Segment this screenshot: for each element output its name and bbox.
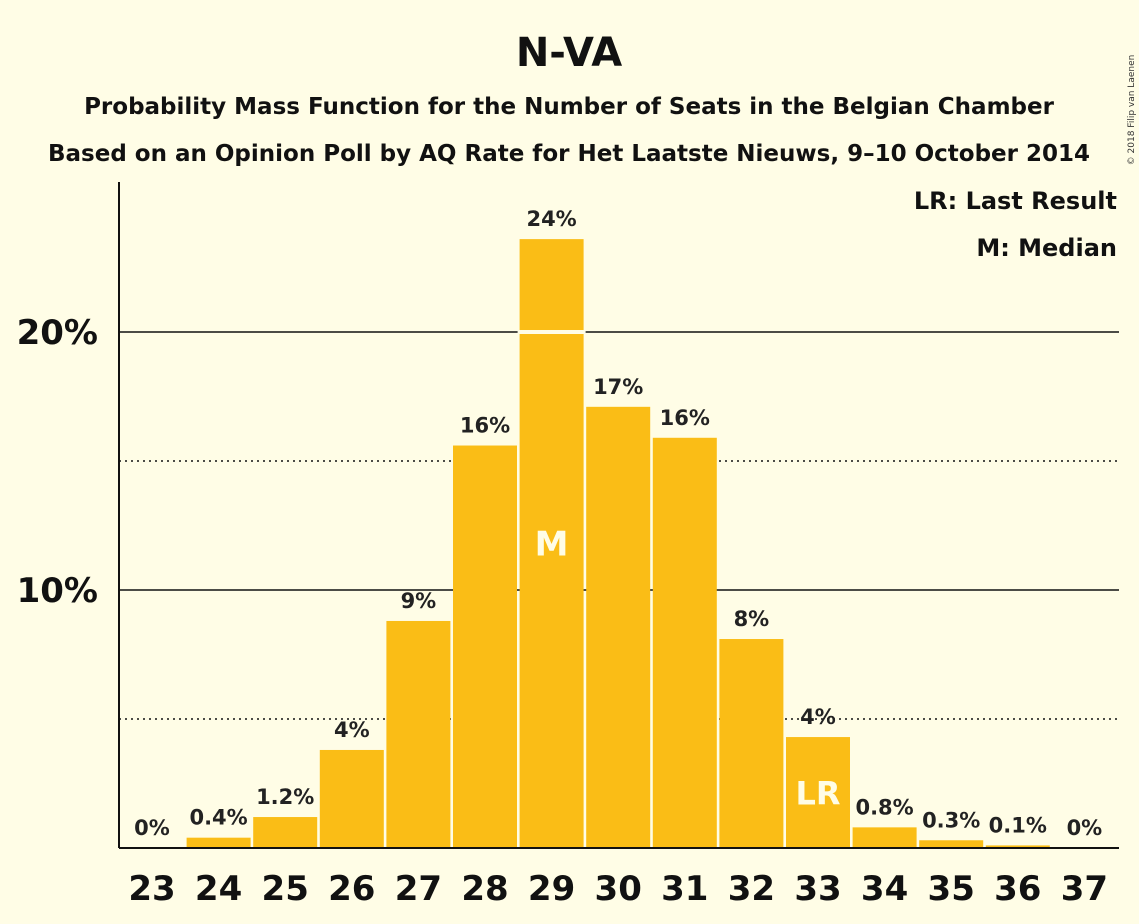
x-tick-label: 31 <box>661 869 708 909</box>
copyright-notice: © 2018 Filip van Laenen <box>1127 55 1137 166</box>
data-label: 16% <box>660 406 710 430</box>
x-tick-label: 32 <box>728 869 775 909</box>
data-label: 16% <box>460 414 510 438</box>
bar <box>852 827 917 848</box>
x-tick-label: 27 <box>395 869 442 909</box>
label-mask <box>517 330 586 334</box>
bar <box>186 837 251 848</box>
bar <box>919 840 984 848</box>
x-tick-label: 23 <box>128 869 175 909</box>
data-label: 0.1% <box>989 813 1047 837</box>
bars <box>186 239 1050 848</box>
bar <box>786 737 850 848</box>
x-tick-label: 33 <box>794 869 841 909</box>
data-label: 4% <box>334 718 370 742</box>
x-tick-label: 37 <box>1061 869 1108 909</box>
x-tick-label: 36 <box>994 869 1041 909</box>
chart-subtitle: Probability Mass Function for the Number… <box>84 94 1055 120</box>
legend-last-result: LR: Last Result <box>914 187 1117 215</box>
bar <box>253 817 318 848</box>
chart-subtitle-2: Based on an Opinion Poll by AQ Rate for … <box>48 141 1090 167</box>
data-label: 0% <box>134 816 170 840</box>
bar <box>719 639 784 848</box>
bar <box>386 620 451 848</box>
legend-median: M: Median <box>976 234 1117 262</box>
data-label: 8% <box>734 607 770 631</box>
data-label: 0.3% <box>922 808 980 832</box>
median-marker: M <box>535 525 569 565</box>
x-tick-label: 26 <box>328 869 375 909</box>
x-tick-label: 28 <box>461 869 508 909</box>
bar <box>453 445 517 848</box>
bar <box>985 845 1050 848</box>
data-labels: 0% 0.4% 1.2% 4% 9% 16% 24% M 17% 16% 8% 4% LR 0.8% 0.3… <box>134 207 1102 840</box>
x-tick-label: 29 <box>528 869 575 909</box>
data-label: 1.2% <box>256 785 314 809</box>
last-result-marker: LR <box>795 775 840 813</box>
axes: 10% 20% 23 24 25 26 27 28 29 30 31 32 33 34 35 36 37 <box>17 182 1119 909</box>
x-tick-label: 35 <box>928 869 975 909</box>
x-tick-label: 24 <box>195 869 242 909</box>
chart-title: N-VA <box>516 30 622 76</box>
y-tick-label: 20% <box>17 313 98 353</box>
data-label: 0% <box>1067 816 1103 840</box>
x-tick-label: 25 <box>262 869 309 909</box>
y-tick-label: 10% <box>17 571 98 611</box>
bar <box>519 239 584 848</box>
data-label: 0.8% <box>855 795 913 819</box>
data-label: 17% <box>593 375 643 399</box>
bar <box>319 749 384 848</box>
x-tick-label: 34 <box>861 869 908 909</box>
x-tick-label: 30 <box>595 869 642 909</box>
data-label: 24% <box>526 207 576 231</box>
data-label: 4% <box>800 705 836 729</box>
data-label: 0.4% <box>189 806 247 830</box>
bar <box>652 437 717 848</box>
data-label: 9% <box>401 589 437 613</box>
bar <box>586 406 651 848</box>
